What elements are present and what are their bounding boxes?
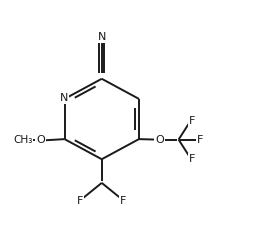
Text: O: O	[155, 134, 164, 145]
Text: CH₃: CH₃	[13, 135, 32, 145]
Text: N: N	[98, 32, 106, 42]
Text: F: F	[77, 196, 84, 206]
Text: N: N	[60, 93, 68, 103]
Text: F: F	[189, 116, 195, 126]
Text: F: F	[120, 196, 126, 206]
Text: O: O	[36, 135, 45, 145]
Text: F: F	[189, 154, 195, 164]
Text: F: F	[197, 134, 203, 145]
